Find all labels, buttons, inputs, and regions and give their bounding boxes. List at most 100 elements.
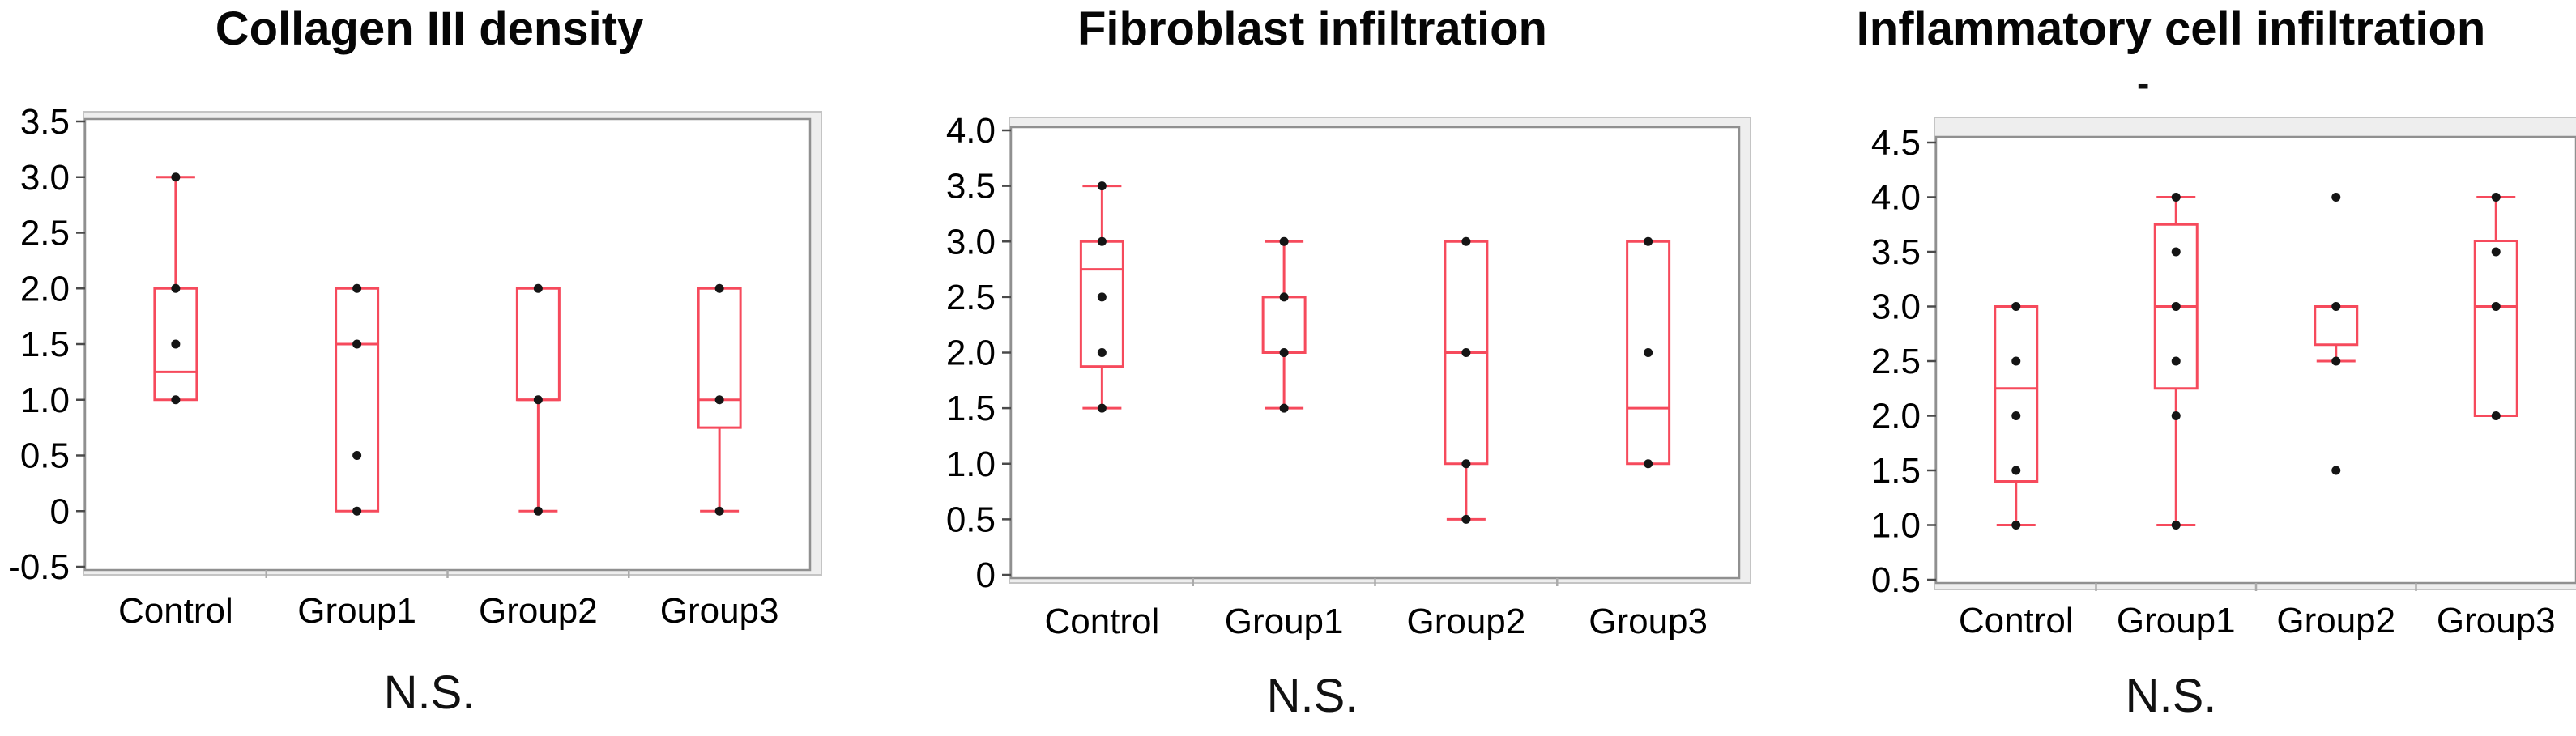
x-category-label: Group3	[660, 591, 779, 631]
chart-title: Collagen III density	[215, 2, 644, 55]
data-point	[352, 339, 362, 349]
y-tick-label: 1.5	[1871, 451, 1921, 491]
data-point	[2331, 466, 2341, 475]
significance-label: N.S.	[383, 666, 476, 719]
data-point	[1461, 236, 1471, 246]
data-point	[352, 451, 362, 460]
data-point	[533, 395, 543, 405]
data-point	[2011, 521, 2021, 530]
data-point	[352, 283, 362, 293]
x-category-label: Control	[1959, 601, 2074, 640]
data-point	[2171, 302, 2181, 311]
data-point	[1461, 348, 1471, 357]
x-category-label: Group1	[297, 591, 416, 631]
data-point	[2491, 247, 2501, 257]
y-tick-label: 2.0	[20, 269, 70, 308]
y-tick-label: 4.0	[1871, 178, 1921, 218]
x-category-label: Group3	[1589, 602, 1708, 641]
data-point	[1644, 236, 1653, 246]
data-point	[1097, 403, 1107, 413]
data-point	[2491, 193, 2501, 202]
y-tick-label: 0.5	[1871, 560, 1921, 600]
boxplot-panel-inflammatory-cell-infiltration: Inflammatory cell infiltration - 4.5 4.0 3…	[1766, 0, 2576, 736]
boxplot-canvas: 3.5 3.0 2.5 2.0 1.5 1.0 0.5 0 -0.5 Control Group1 G…	[8, 102, 822, 631]
data-point	[1097, 236, 1107, 246]
data-point	[1644, 348, 1653, 357]
data-point	[171, 395, 181, 405]
data-point	[2171, 356, 2181, 366]
y-tick-label: -0.5	[8, 547, 70, 587]
x-category-label: Group1	[1225, 602, 1344, 641]
data-point	[1644, 459, 1653, 469]
data-point	[1279, 403, 1289, 413]
data-point	[2491, 411, 2501, 420]
title-note-dash: -	[2137, 62, 2150, 104]
y-tick-label: 1.0	[1871, 506, 1921, 546]
data-point	[533, 506, 543, 516]
y-tick-label: 1.0	[20, 381, 70, 420]
plot-frame	[1009, 126, 1741, 580]
data-point	[171, 283, 181, 293]
boxplot-panel-fibroblast-infiltration: Fibroblast infiltration 4.0 3.5 3.0 2.5 2.0 1…	[859, 0, 1766, 736]
chart-title: Fibroblast infiltration	[1077, 2, 1547, 55]
y-tick-label: 1.5	[20, 325, 70, 364]
data-point	[2011, 302, 2021, 311]
y-tick-label: 1.5	[946, 389, 996, 428]
x-category-label: Control	[1044, 602, 1159, 641]
y-tick-label: 3.0	[1871, 287, 1921, 327]
data-point	[1461, 459, 1471, 469]
y-tick-label: 2.5	[1871, 342, 1921, 381]
boxplot-canvas: 4.5 4.0 3.5 3.0 2.5 2.0 1.5 1.0 0.5 Control Group1…	[1871, 117, 2576, 640]
y-tick-label: 0.5	[20, 436, 70, 476]
data-point	[1097, 181, 1107, 191]
y-tick-label: 4.5	[1871, 123, 1921, 163]
y-tick-label: 4.0	[946, 111, 996, 151]
data-point	[1461, 514, 1471, 524]
chart-title: Inflammatory cell infiltration	[1856, 2, 2486, 55]
x-category-label: Group3	[2437, 601, 2556, 640]
y-tick-label: 0	[976, 555, 996, 595]
data-point	[1097, 348, 1107, 357]
data-point	[2011, 466, 2021, 475]
data-point	[1279, 348, 1289, 357]
x-category-label: Group2	[1406, 602, 1525, 641]
data-point	[714, 506, 724, 516]
data-point	[352, 506, 362, 516]
y-tick-label: 3.0	[946, 222, 996, 262]
y-tick-label: 2.0	[946, 334, 996, 373]
significance-label: N.S.	[2125, 670, 2217, 722]
data-point	[1279, 236, 1289, 246]
data-point	[714, 395, 724, 405]
plot-frame	[83, 117, 812, 572]
data-point	[2331, 193, 2341, 202]
data-point	[1097, 292, 1107, 302]
data-point	[2171, 521, 2181, 530]
data-point	[2171, 411, 2181, 420]
y-tick-label: 2.5	[946, 278, 996, 317]
data-point	[2331, 302, 2341, 311]
data-point	[1279, 292, 1289, 302]
y-tick-label: 1.0	[946, 445, 996, 484]
data-point	[533, 283, 543, 293]
data-point	[2011, 356, 2021, 366]
data-point	[171, 172, 181, 182]
y-tick-label: 0	[50, 491, 70, 531]
x-category-label: Control	[118, 591, 233, 631]
significance-label: N.S.	[1266, 670, 1358, 722]
data-point	[2491, 302, 2501, 311]
y-tick-label: 3.5	[946, 167, 996, 206]
y-tick-label: 3.5	[20, 102, 70, 142]
x-category-label: Group2	[2276, 601, 2395, 640]
y-tick-label: 3.5	[1871, 232, 1921, 272]
y-tick-label: 0.5	[946, 500, 996, 539]
y-tick-label: 2.5	[20, 214, 70, 253]
data-point	[2171, 193, 2181, 202]
data-point	[2331, 356, 2341, 366]
x-category-label: Group1	[2117, 601, 2236, 640]
data-point	[171, 339, 181, 349]
data-point	[714, 283, 724, 293]
y-tick-label: 2.0	[1871, 397, 1921, 436]
x-category-label: Group2	[479, 591, 598, 631]
boxplot-canvas: 4.0 3.5 3.0 2.5 2.0 1.5 1.0 0.5 0 Control Group1 Gr…	[946, 111, 1751, 641]
